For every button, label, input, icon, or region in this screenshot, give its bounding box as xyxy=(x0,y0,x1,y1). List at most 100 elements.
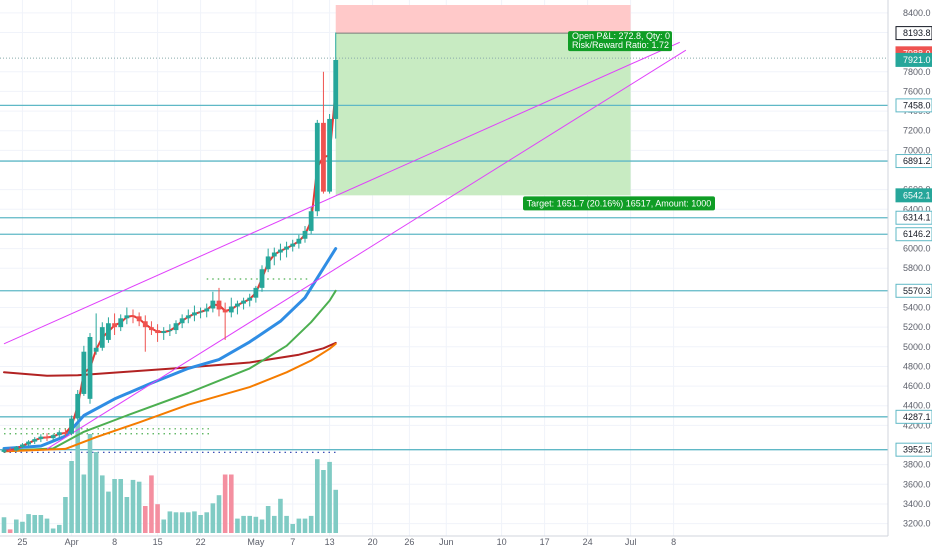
candle xyxy=(216,287,222,317)
volume-bar xyxy=(13,519,19,533)
candles xyxy=(1,32,339,453)
candle-body xyxy=(284,246,289,250)
candle xyxy=(20,443,25,449)
price-tick-label: 8400.0 xyxy=(903,8,931,18)
volume-bar xyxy=(296,518,302,533)
candle-body xyxy=(296,238,302,244)
candle-body xyxy=(278,249,283,253)
candle-body xyxy=(314,122,320,212)
candle-body xyxy=(271,252,277,257)
position-zones xyxy=(0,5,888,196)
candle-body xyxy=(179,318,185,324)
candle-body xyxy=(308,211,314,231)
volume-bar xyxy=(161,519,167,533)
candle-body xyxy=(93,347,99,352)
candle-body xyxy=(321,122,326,192)
price-badge-text: 8193.8 xyxy=(903,28,931,38)
volume-bar xyxy=(75,422,81,533)
candle xyxy=(161,327,167,340)
volume-bar xyxy=(38,515,44,533)
candle xyxy=(235,300,240,315)
volume-bar xyxy=(235,518,240,533)
volume-bar xyxy=(278,498,283,533)
volume-bar xyxy=(32,515,38,533)
candle xyxy=(179,314,185,329)
volume-bar xyxy=(185,512,191,533)
candle xyxy=(44,433,50,442)
time-tick-label: Apr xyxy=(65,537,79,547)
candle xyxy=(314,119,320,217)
candle xyxy=(69,415,74,436)
candle xyxy=(296,234,302,249)
candle xyxy=(38,434,44,443)
price-tick-label: 7600.0 xyxy=(903,86,931,96)
level-badge-text: 3952.5 xyxy=(903,445,931,455)
volume-bar xyxy=(284,515,289,533)
candle-body xyxy=(124,315,130,319)
trendline xyxy=(46,49,687,450)
time-tick-label: 13 xyxy=(325,537,335,547)
trendline xyxy=(3,41,680,345)
volume-bar xyxy=(155,504,160,533)
moving-average-line xyxy=(3,289,337,452)
time-tick-label: May xyxy=(247,537,265,547)
candle-body xyxy=(235,303,240,307)
level-badge-text: 5570.3 xyxy=(903,286,931,296)
volume-bar xyxy=(44,518,50,533)
volume-bar xyxy=(259,519,265,533)
candle-body xyxy=(259,269,265,288)
level-badge xyxy=(895,98,932,113)
volume-bar xyxy=(7,529,13,533)
candle-body xyxy=(198,311,203,313)
volume-bar xyxy=(63,497,68,533)
moving-average-line xyxy=(3,341,337,377)
candle-body xyxy=(1,449,7,452)
time-axis[interactable]: 25 Apr 8 15 22 May 7 13 20 26 Jun 10 17 24 Jul 8 xyxy=(0,535,888,547)
candle-body xyxy=(253,287,259,298)
level-badge xyxy=(895,409,932,424)
candle-body xyxy=(142,321,148,328)
candle-body xyxy=(210,300,216,309)
time-tick-label: 26 xyxy=(404,537,414,547)
candle xyxy=(75,390,81,421)
volume-bar xyxy=(192,511,197,533)
candle-body xyxy=(99,327,105,348)
candle xyxy=(241,297,246,310)
level-badge-text: 6891.2 xyxy=(903,156,931,166)
candle xyxy=(99,322,105,351)
volume-bar xyxy=(271,515,277,533)
candle xyxy=(124,307,130,325)
volume-bar xyxy=(136,481,142,533)
volume-bar xyxy=(204,512,210,533)
candle xyxy=(81,345,87,396)
candle xyxy=(290,239,296,252)
volume-bar xyxy=(93,452,99,533)
candle xyxy=(130,309,136,324)
pnl-text: Open P&L: 272.8, Qty: 0 xyxy=(572,31,670,41)
candle xyxy=(192,305,197,322)
volume-bar xyxy=(130,479,136,533)
target-label-text: Target: 1651.7 (20.16%) 16517, Amount: 1… xyxy=(527,199,712,209)
candle-body xyxy=(192,312,197,316)
volume-bar xyxy=(50,528,56,533)
volume-bar xyxy=(106,491,111,533)
volume-bar xyxy=(69,461,74,533)
price-tick-label: 5200.0 xyxy=(903,322,931,332)
price-tick-label: 3400.0 xyxy=(903,499,931,509)
price-axis[interactable]: 8400.08200.07800.07600.07400.07200.07000… xyxy=(887,0,932,536)
volume-bar xyxy=(1,517,7,533)
price-tick-label: 7800.0 xyxy=(903,67,931,77)
volume-bar xyxy=(314,459,320,533)
candle-body xyxy=(44,436,50,439)
candle-body xyxy=(118,318,124,328)
candle xyxy=(155,324,160,342)
candle xyxy=(56,430,62,438)
trendlines xyxy=(3,41,687,450)
candle xyxy=(50,434,56,441)
candle xyxy=(278,243,283,261)
price-badge: 7921.0 xyxy=(895,52,932,67)
candle-body xyxy=(13,446,19,451)
